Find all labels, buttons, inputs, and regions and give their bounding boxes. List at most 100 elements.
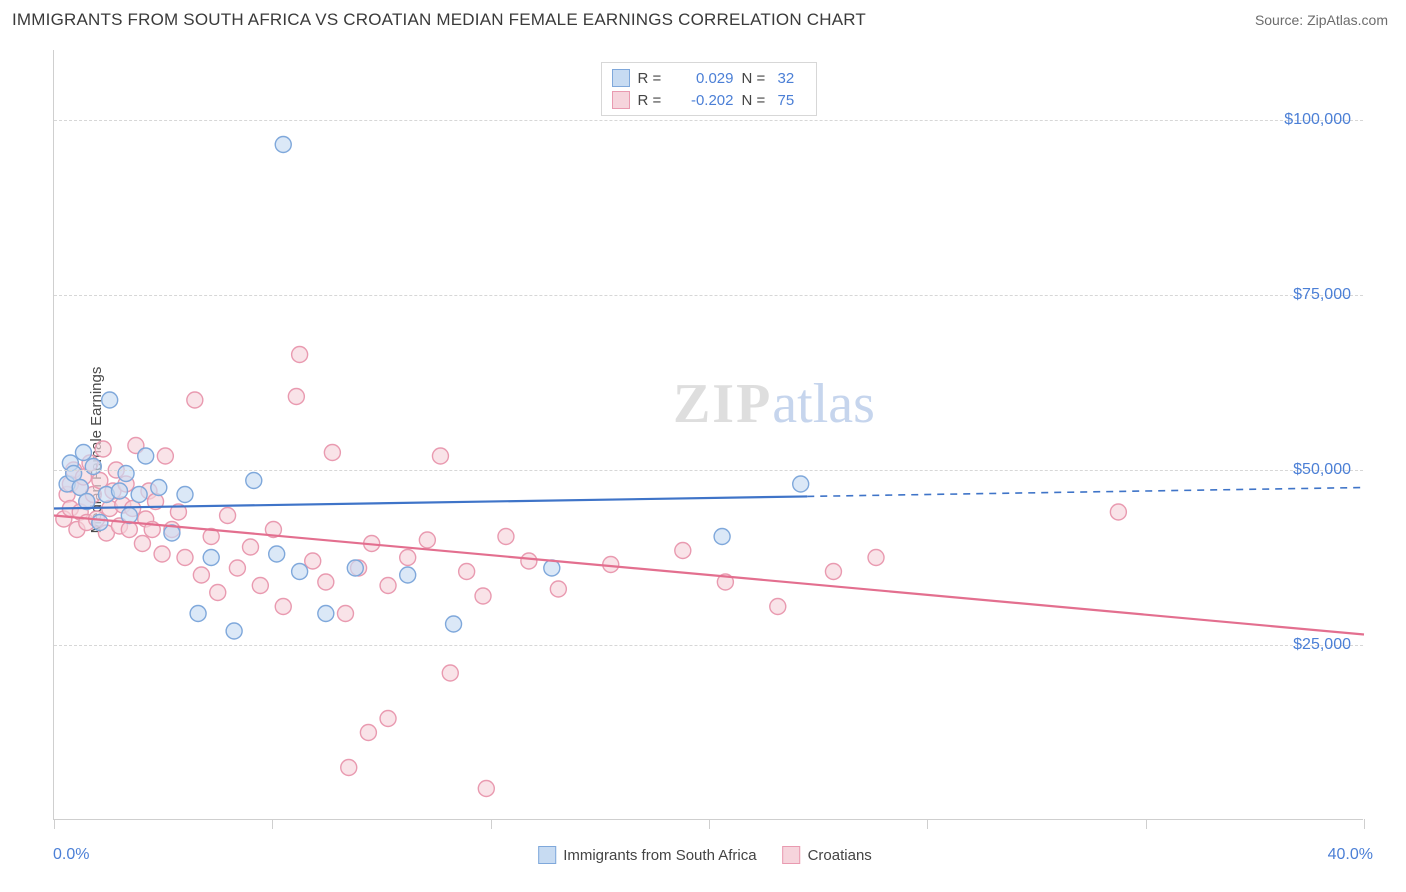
scatter-point bbox=[360, 725, 376, 741]
x-tick bbox=[54, 819, 55, 829]
scatter-point bbox=[825, 564, 841, 580]
scatter-point bbox=[203, 550, 219, 566]
legend-series-item: Immigrants from South Africa bbox=[538, 846, 756, 864]
scatter-point bbox=[131, 487, 147, 503]
scatter-point bbox=[292, 564, 308, 580]
scatter-point bbox=[269, 546, 285, 562]
scatter-point bbox=[432, 448, 448, 464]
scatter-point bbox=[75, 445, 91, 461]
scatter-point bbox=[252, 578, 268, 594]
legend-n-value: 32 bbox=[778, 70, 806, 87]
scatter-point bbox=[275, 599, 291, 615]
gridline-h bbox=[54, 295, 1363, 296]
y-tick-label: $75,000 bbox=[1293, 286, 1351, 304]
scatter-point bbox=[459, 564, 475, 580]
scatter-point bbox=[400, 550, 416, 566]
scatter-point bbox=[521, 553, 537, 569]
x-tick bbox=[272, 819, 273, 829]
scatter-point bbox=[714, 529, 730, 545]
scatter-point bbox=[95, 441, 111, 457]
gridline-h bbox=[54, 645, 1363, 646]
legend-swatch bbox=[612, 69, 630, 87]
scatter-point bbox=[675, 543, 691, 559]
legend-series: Immigrants from South Africa Croatians bbox=[538, 846, 872, 864]
legend-n-value: 75 bbox=[778, 92, 806, 109]
plot-svg bbox=[54, 50, 1363, 819]
legend-swatch bbox=[783, 846, 801, 864]
scatter-point bbox=[380, 711, 396, 727]
legend-swatch bbox=[538, 846, 556, 864]
scatter-point bbox=[305, 553, 321, 569]
scatter-point bbox=[134, 536, 150, 552]
scatter-point bbox=[151, 480, 167, 496]
y-tick-label: $50,000 bbox=[1293, 461, 1351, 479]
scatter-point bbox=[275, 137, 291, 153]
scatter-point bbox=[544, 560, 560, 576]
scatter-point bbox=[347, 560, 363, 576]
chart-container: Median Female Earnings ZIPatlas R =0.029… bbox=[25, 40, 1385, 860]
scatter-point bbox=[226, 623, 242, 639]
y-tick-label: $100,000 bbox=[1284, 111, 1351, 129]
scatter-point bbox=[442, 665, 458, 681]
scatter-point bbox=[400, 567, 416, 583]
x-tick bbox=[927, 819, 928, 829]
scatter-point bbox=[341, 760, 357, 776]
legend-series-label: Immigrants from South Africa bbox=[563, 847, 756, 864]
scatter-point bbox=[243, 539, 259, 555]
scatter-point bbox=[190, 606, 206, 622]
scatter-point bbox=[324, 445, 340, 461]
regression-line-extrapolated bbox=[807, 488, 1364, 497]
y-tick-label: $25,000 bbox=[1293, 636, 1351, 654]
scatter-point bbox=[102, 392, 118, 408]
legend-r-label: R = bbox=[638, 92, 666, 109]
scatter-point bbox=[550, 581, 566, 597]
scatter-point bbox=[292, 347, 308, 363]
legend-row: R =-0.202N =75 bbox=[612, 89, 806, 111]
chart-source: Source: ZipAtlas.com bbox=[1255, 12, 1388, 28]
scatter-point bbox=[478, 781, 494, 797]
scatter-point bbox=[419, 532, 435, 548]
scatter-point bbox=[118, 466, 134, 482]
legend-correlation: R =0.029N =32R =-0.202N =75 bbox=[601, 62, 817, 116]
chart-title: IMMIGRANTS FROM SOUTH AFRICA VS CROATIAN… bbox=[12, 10, 866, 30]
scatter-point bbox=[380, 578, 396, 594]
regression-line bbox=[54, 516, 1364, 635]
legend-series-item: Croatians bbox=[783, 846, 872, 864]
scatter-point bbox=[288, 389, 304, 405]
scatter-point bbox=[246, 473, 262, 489]
legend-row: R = 0.029 N = 32 bbox=[612, 67, 806, 89]
scatter-point bbox=[229, 560, 245, 576]
scatter-point bbox=[187, 392, 203, 408]
scatter-point bbox=[193, 567, 209, 583]
scatter-point bbox=[498, 529, 514, 545]
scatter-point bbox=[177, 550, 193, 566]
scatter-point bbox=[475, 588, 491, 604]
scatter-point bbox=[318, 574, 334, 590]
gridline-h bbox=[54, 470, 1363, 471]
x-axis-min-label: 0.0% bbox=[53, 846, 89, 864]
scatter-point bbox=[154, 546, 170, 562]
gridline-h bbox=[54, 120, 1363, 121]
scatter-point bbox=[793, 476, 809, 492]
scatter-point bbox=[770, 599, 786, 615]
scatter-point bbox=[446, 616, 462, 632]
x-tick bbox=[491, 819, 492, 829]
legend-n-label: N = bbox=[742, 70, 770, 87]
plot-area: ZIPatlas R =0.029N =32R =-0.202N =75 $25… bbox=[53, 50, 1363, 820]
x-tick bbox=[709, 819, 710, 829]
scatter-point bbox=[868, 550, 884, 566]
scatter-point bbox=[1110, 504, 1126, 520]
scatter-point bbox=[177, 487, 193, 503]
scatter-point bbox=[85, 459, 101, 475]
legend-r-label: R = bbox=[638, 70, 666, 87]
scatter-point bbox=[210, 585, 226, 601]
x-tick bbox=[1146, 819, 1147, 829]
x-tick bbox=[1364, 819, 1365, 829]
scatter-point bbox=[112, 483, 128, 499]
legend-r-value: 0.029 bbox=[674, 70, 734, 87]
scatter-point bbox=[220, 508, 236, 524]
legend-n-label: N = bbox=[742, 92, 770, 109]
scatter-point bbox=[318, 606, 334, 622]
scatter-point bbox=[157, 448, 173, 464]
x-axis-max-label: 40.0% bbox=[1328, 846, 1373, 864]
